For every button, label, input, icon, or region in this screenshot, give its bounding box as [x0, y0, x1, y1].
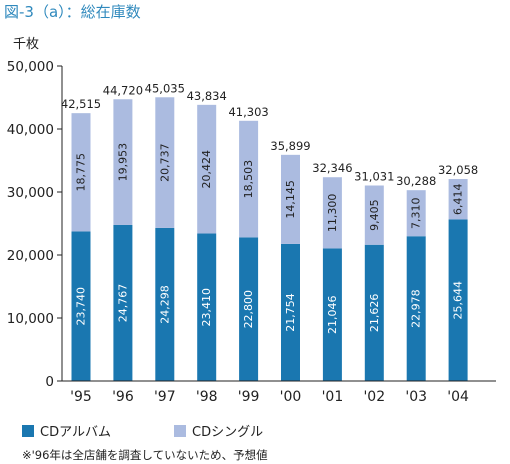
bar-album — [155, 227, 175, 381]
data-label-album: 21,754 — [284, 293, 297, 332]
bar-album — [448, 219, 468, 381]
y-tick-label: 10,000 — [7, 311, 54, 327]
axes — [61, 66, 496, 382]
total-label: 44,720 — [103, 83, 143, 97]
total-label: 42,515 — [61, 97, 101, 111]
legend-swatch-album — [22, 425, 34, 437]
y-tick-label: 30,000 — [7, 185, 54, 201]
data-label-album: 25,644 — [452, 281, 465, 320]
bar-single — [197, 104, 217, 234]
y-tick-label: 40,000 — [7, 122, 54, 138]
y-tick-label: 50,000 — [7, 59, 54, 75]
total-label: 35,899 — [270, 139, 310, 153]
data-label-single: 19,953 — [116, 143, 129, 182]
data-label-album: 21,626 — [368, 294, 381, 333]
data-label-album: 21,046 — [326, 295, 339, 334]
data-label-single: 20,737 — [158, 143, 171, 182]
bar-album — [113, 224, 133, 381]
data-label-album: 23,740 — [75, 287, 88, 326]
bar-single — [448, 179, 468, 220]
total-label: 43,834 — [187, 89, 227, 103]
bar-album — [71, 231, 91, 381]
total-label: 31,031 — [354, 170, 394, 184]
data-label-single: 9,405 — [368, 199, 381, 231]
total-label: 30,288 — [396, 174, 436, 188]
data-label-single: 18,503 — [242, 160, 255, 199]
legend-label-album: CDアルバム — [40, 425, 111, 440]
data-label-album: 23,410 — [200, 288, 213, 327]
bar-single — [155, 97, 175, 228]
total-label: 45,035 — [145, 81, 185, 95]
data-label-single: 20,424 — [200, 150, 213, 189]
bar-album — [281, 243, 300, 381]
x-axis-ticks: '95 '96 '97 '98 '99 '00 '01 '02 '03 '04 — [70, 389, 469, 405]
legend: CDアルバム CDシングル — [22, 425, 263, 440]
x-tick-label: '99 — [238, 389, 260, 405]
data-label-single: 7,310 — [410, 197, 423, 229]
legend-swatch-single — [174, 425, 186, 437]
y-tick-label: 0 — [45, 374, 54, 390]
data-label-single: 6,414 — [452, 183, 465, 215]
total-label: 32,346 — [312, 161, 352, 175]
data-label-album: 22,800 — [242, 290, 255, 329]
data-label-album: 24,767 — [116, 284, 129, 323]
bar-single — [239, 120, 259, 238]
bar-single — [71, 113, 91, 232]
x-tick-label: '97 — [154, 389, 176, 405]
total-label: 32,058 — [438, 163, 478, 177]
bars: 23,740 18,775 42,515 24,767 19,953 44,720 24,2… — [61, 81, 478, 381]
figure-title: 図-3（a）：総在庫数 — [4, 3, 141, 21]
data-label-single: 18,775 — [75, 153, 88, 192]
bar-single — [322, 177, 342, 249]
x-tick-label: '95 — [70, 389, 92, 405]
bar-album — [322, 248, 342, 381]
bar-single — [406, 190, 426, 237]
data-label-single: 11,300 — [326, 194, 339, 233]
y-axis-ticks: 0 10,000 20,000 30,000 40,000 50,000 — [7, 59, 62, 390]
bar-album — [364, 244, 384, 381]
x-tick-label: '00 — [280, 389, 302, 405]
footnote: ※'96年は全店舗を調査していないため、予想値 — [22, 448, 268, 462]
bar-single — [364, 185, 384, 245]
bar-album — [239, 237, 259, 381]
legend-label-single: CDシングル — [192, 425, 263, 440]
total-label: 41,303 — [228, 105, 268, 119]
bar-single — [281, 154, 300, 244]
x-tick-label: '03 — [405, 389, 427, 405]
bar-album — [197, 233, 217, 381]
bar-album — [406, 236, 426, 381]
x-tick-label: '98 — [196, 389, 218, 405]
x-tick-label: '02 — [363, 389, 385, 405]
x-tick-label: '04 — [447, 389, 469, 405]
y-tick-label: 20,000 — [7, 248, 54, 264]
unit-label: 千枚 — [13, 37, 39, 52]
data-label-single: 14,145 — [284, 180, 297, 219]
x-tick-label: '96 — [112, 389, 134, 405]
bar-single — [113, 99, 133, 225]
x-tick-label: '01 — [322, 389, 344, 405]
data-label-album: 22,978 — [410, 289, 423, 328]
data-label-album: 24,298 — [158, 285, 171, 324]
